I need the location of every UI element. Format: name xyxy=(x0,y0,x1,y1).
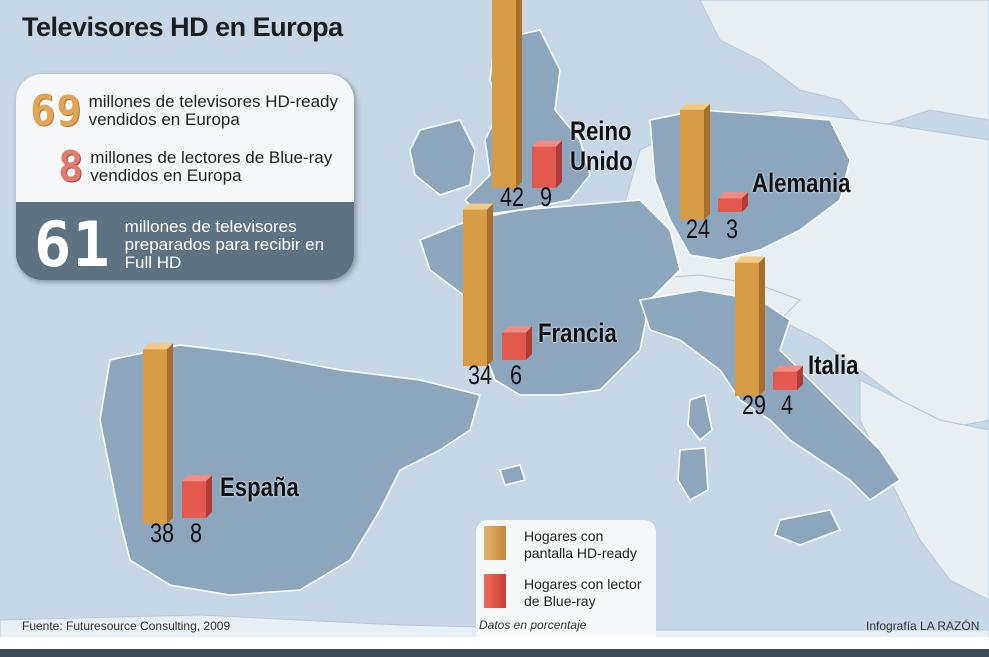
summary-box: 69 millones de televisores HD-ready vend… xyxy=(16,74,354,280)
stat-number: 69 xyxy=(30,86,83,135)
bar-blueray-1-side xyxy=(742,192,748,212)
summary-highlight xyxy=(16,202,354,280)
bar-blueray-2-side xyxy=(526,326,532,360)
legend-label-blueray: Hogares con lector de Blue-ray xyxy=(524,576,642,609)
legend-swatch-hd xyxy=(484,526,506,560)
stat-full-hd: 61 millones de televisores preparados pa… xyxy=(34,208,335,280)
bar-blueray-0-cap xyxy=(532,140,562,147)
country-label: Reino Unido xyxy=(570,116,633,176)
stat-text: millones de lectores de Blue-ray vendido… xyxy=(90,147,333,185)
country-label: España xyxy=(220,472,299,502)
bar-hd-0-side xyxy=(516,0,522,188)
stat-blueray: 8 millones de lectores de Blue-ray vendi… xyxy=(58,142,340,191)
bar-hd-1-side xyxy=(704,103,710,220)
value-label-blueray: 6 xyxy=(510,360,523,390)
bar-blueray-4-side xyxy=(206,475,212,518)
bar-hd-1-cap xyxy=(680,103,710,110)
country-label: Francia xyxy=(538,318,617,348)
bar-blueray-0-side xyxy=(556,140,562,188)
value-label-hd: 38 xyxy=(150,518,175,548)
bar-blueray-0 xyxy=(532,146,556,188)
bar-blueray-1-cap xyxy=(718,192,748,199)
footer-bar xyxy=(0,649,989,657)
legend-swatch-blueray xyxy=(484,574,506,608)
legend-label-hd: Hogares con pantalla HD-ready xyxy=(524,528,637,561)
bar-blueray-4-cap xyxy=(182,475,212,482)
bar-hd-2-cap xyxy=(463,203,493,210)
bar-blueray-1 xyxy=(718,198,742,212)
bar-hd-2 xyxy=(463,209,487,366)
value-label-hd: 29 xyxy=(742,390,767,420)
value-label-blueray: 3 xyxy=(726,214,739,244)
chart-title: Televisores HD en Europa xyxy=(22,12,343,42)
bar-hd-3 xyxy=(735,262,759,396)
stat-hd-ready: 69 millones de televisores HD-ready vend… xyxy=(30,86,339,135)
graphic-credit: Infografía LA RAZÓN xyxy=(866,619,980,633)
bar-hd-3-cap xyxy=(735,256,765,263)
source-credit: Fuente: Futuresource Consulting, 2009 xyxy=(22,619,231,633)
stat-text: millones de televisores preparados para … xyxy=(124,216,325,272)
bar-hd-3-side xyxy=(759,256,765,396)
value-label-blueray: 8 xyxy=(190,518,203,548)
bar-blueray-3 xyxy=(773,371,797,390)
value-label-hd: 42 xyxy=(500,182,525,212)
value-label-blueray: 4 xyxy=(781,390,794,420)
stat-text: millones de televisores HD-ready vendido… xyxy=(88,91,339,129)
bar-hd-4-cap xyxy=(143,343,173,350)
country-label: Alemania xyxy=(752,168,851,198)
bar-blueray-3-side xyxy=(797,365,803,390)
legend-note: Datos en porcentaje xyxy=(479,618,587,632)
bottom-strip xyxy=(0,637,989,649)
bar-blueray-4 xyxy=(182,481,206,518)
country-label: Italia xyxy=(808,350,859,380)
bar-blueray-2-cap xyxy=(502,326,532,333)
bar-hd-0 xyxy=(492,0,516,188)
bar-blueray-2 xyxy=(502,332,526,360)
stat-number: 61 xyxy=(34,208,111,280)
value-label-hd: 34 xyxy=(468,360,493,390)
stat-number: 8 xyxy=(58,142,85,191)
legend: Hogares con pantalla HD-ready Hogares co… xyxy=(476,520,656,638)
value-label-hd: 24 xyxy=(686,214,711,244)
value-label-blueray: 9 xyxy=(540,182,553,212)
bar-hd-1 xyxy=(680,109,704,220)
bar-hd-4-side xyxy=(167,343,173,524)
bar-hd-2-side xyxy=(487,203,493,366)
bar-blueray-3-cap xyxy=(773,365,803,372)
bar-hd-4 xyxy=(143,349,167,524)
